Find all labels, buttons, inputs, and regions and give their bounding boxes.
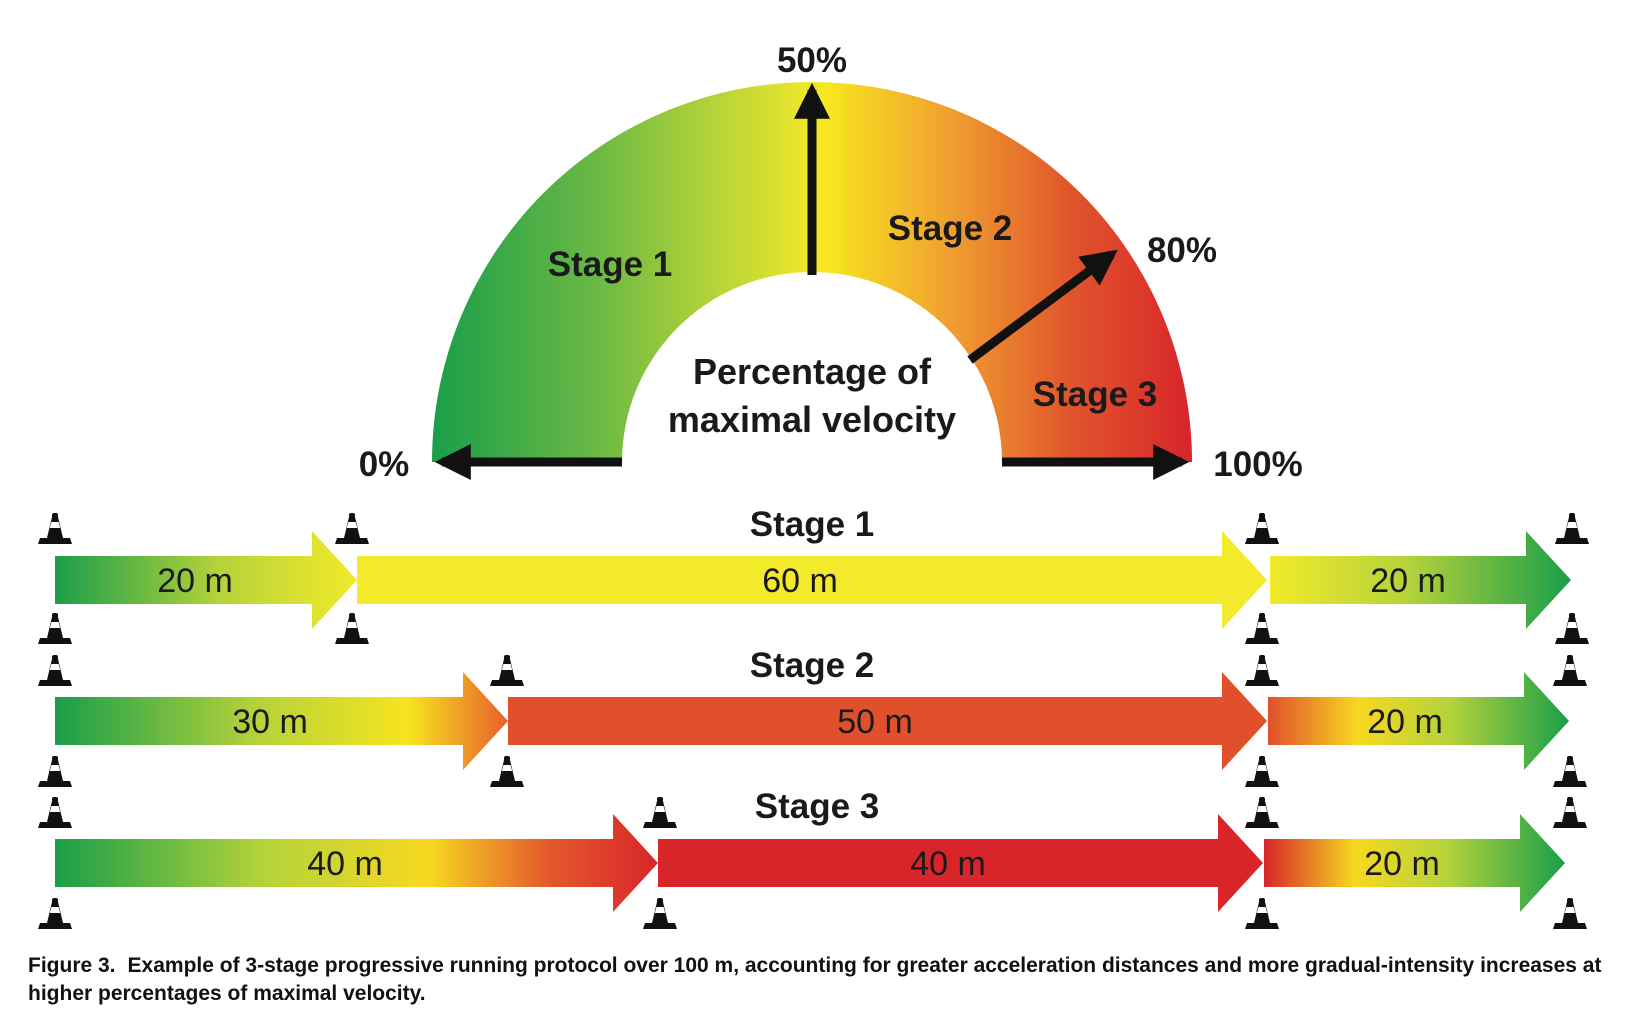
marker-label-100: 100%	[1213, 445, 1303, 484]
marker-label-0: 0%	[359, 445, 410, 484]
traffic-cone-icon	[1245, 613, 1279, 644]
traffic-cone-icon	[643, 898, 677, 929]
stage-3-constant-arrow	[658, 814, 1263, 912]
traffic-cone-icon	[1245, 797, 1279, 828]
traffic-cone-icon	[490, 756, 524, 787]
stage-3-acceleration-arrow	[55, 814, 658, 912]
stage-1-acceleration-label: 20 m	[157, 562, 233, 600]
traffic-cone-icon	[38, 655, 72, 686]
gauge-title-line2: maximal velocity	[668, 399, 956, 440]
gauge-marker-arrows	[434, 82, 1190, 480]
traffic-cone-icon	[1553, 797, 1587, 828]
stage-1-deceleration-arrow	[1270, 531, 1571, 629]
traffic-cone-icon	[1553, 756, 1587, 787]
stage-1-row: Stage 1 20 m 60 m 20 m	[38, 505, 1589, 644]
stage-2-title: Stage 2	[750, 646, 875, 685]
stage-2-acceleration-arrow	[55, 672, 508, 770]
traffic-cone-icon	[38, 513, 72, 544]
marker-label-80: 80%	[1147, 231, 1217, 270]
stage-1-deceleration-label: 20 m	[1370, 562, 1446, 600]
stage-3-deceleration-label: 20 m	[1364, 845, 1440, 883]
stage-1-constant-arrow	[357, 531, 1267, 629]
stage-1-title: Stage 1	[750, 505, 875, 544]
traffic-cone-icon	[1555, 613, 1589, 644]
stage-1-constant-label: 60 m	[762, 562, 838, 600]
traffic-cone-icon	[38, 613, 72, 644]
stage-3-deceleration-arrow	[1264, 814, 1565, 912]
stage-2-deceleration-label: 20 m	[1367, 703, 1443, 741]
gauge-zone-stage-2: Stage 2	[888, 209, 1013, 248]
stage-3-row: Stage 3 40 m 40 m 20 m	[38, 787, 1587, 929]
stage-3-constant-label: 40 m	[910, 845, 986, 883]
figure-caption: Figure 3. Example of 3-stage progressive …	[28, 952, 1608, 1008]
traffic-cone-icon	[1245, 655, 1279, 686]
traffic-cone-icon	[1245, 756, 1279, 787]
traffic-cone-icon	[1245, 513, 1279, 544]
traffic-cone-icon	[1553, 898, 1587, 929]
marker-label-50: 50%	[777, 41, 847, 80]
figure-caption-label: Figure 3.	[28, 954, 116, 977]
stage-2-constant-arrow	[508, 672, 1267, 770]
gauge-zone-stage-1: Stage 1	[548, 245, 673, 284]
traffic-cone-icon	[335, 613, 369, 644]
traffic-cone-icon	[643, 797, 677, 828]
traffic-cone-icon	[335, 513, 369, 544]
traffic-cone-icon	[38, 898, 72, 929]
arrow-80-percent	[967, 249, 1118, 364]
velocity-gauge: Percentage of maximal velocity Stage 1 S…	[359, 41, 1303, 484]
stage-3-title: Stage 3	[755, 787, 880, 826]
traffic-cone-icon	[38, 756, 72, 787]
stage-2-row: Stage 2 30 m 50 m 20 m	[38, 646, 1587, 787]
traffic-cone-icon	[1555, 513, 1589, 544]
stage-1-acceleration-arrow	[55, 531, 357, 629]
stage-2-acceleration-label: 30 m	[232, 703, 308, 741]
gauge-zone-stage-3: Stage 3	[1033, 375, 1158, 414]
traffic-cone-icon	[1245, 898, 1279, 929]
traffic-cone-icon	[490, 655, 524, 686]
stage-2-constant-label: 50 m	[837, 703, 913, 741]
gauge-title-line1: Percentage of	[693, 351, 932, 392]
stage-3-acceleration-label: 40 m	[307, 845, 383, 883]
traffic-cone-icon	[38, 797, 72, 828]
figure-caption-text: Example of 3-stage progressive running p…	[28, 954, 1602, 1005]
traffic-cone-icon	[1553, 655, 1587, 686]
stage-2-deceleration-arrow	[1268, 672, 1569, 770]
